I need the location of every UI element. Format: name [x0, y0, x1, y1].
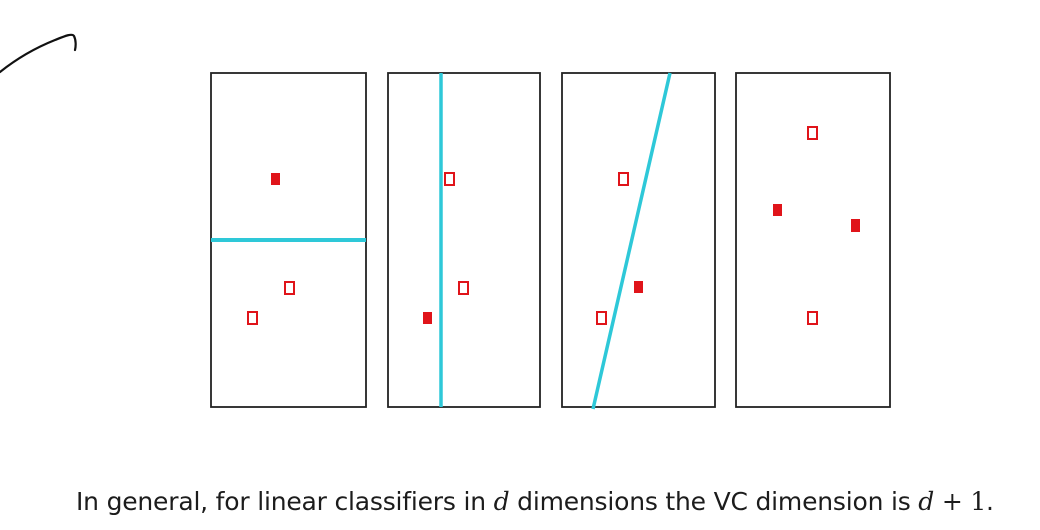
panel-2-frame	[387, 72, 541, 408]
panel-2-point-3	[423, 312, 432, 324]
panel-4-point-2	[773, 204, 782, 216]
pen-stroke-annotation	[0, 33, 77, 74]
panel-4	[735, 72, 891, 408]
panel-3-frame	[561, 72, 716, 408]
panel-3-point-3	[596, 311, 607, 325]
panel-3-point-2	[634, 281, 643, 293]
panel-1-point-2	[284, 281, 295, 295]
panel-3-point-1	[618, 172, 629, 186]
panel-2-point-1	[444, 172, 455, 186]
panel-4-point-4	[807, 311, 818, 325]
caption-formula-rest: + 1	[934, 487, 987, 516]
caption-middle: dimensions the VC dimension is	[509, 487, 919, 516]
panel-2-point-2	[458, 281, 469, 295]
panel-3-separator-line	[591, 72, 672, 410]
panel-4-point-1	[807, 126, 818, 140]
caption-suffix: .	[986, 487, 994, 516]
panel-4-point-3	[851, 219, 860, 232]
panel-4-frame	[735, 72, 891, 408]
panel-3	[561, 72, 716, 410]
panel-2	[387, 72, 541, 408]
caption-prefix: In general, for linear classifiers in	[76, 487, 494, 516]
panel-1	[210, 72, 367, 408]
caption-formula-variable: d	[918, 487, 935, 516]
panel-1-point-1	[271, 173, 280, 185]
caption-variable-d: d	[493, 487, 510, 516]
caption: In general, for linear classifiers in d …	[76, 487, 994, 516]
panel-1-point-3	[247, 311, 258, 325]
